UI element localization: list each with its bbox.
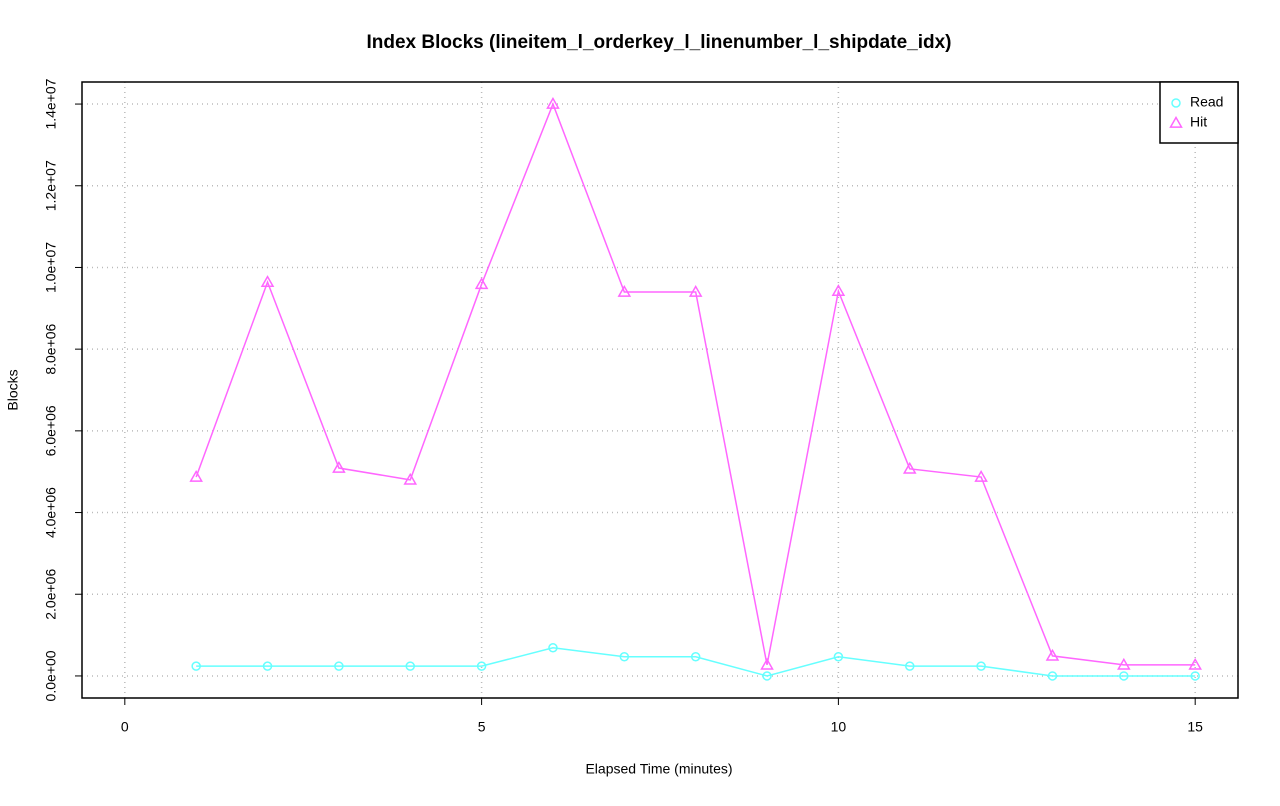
data-point (1188, 657, 1202, 670)
data-point (974, 469, 988, 482)
chart-title: Index Blocks (lineitem_l_orderkey_l_line… (367, 32, 952, 53)
data-point (191, 661, 201, 671)
data-point (403, 472, 418, 485)
y-tick-label: 6.0e+06 (43, 405, 59, 456)
y-tick-label: 1.2e+07 (43, 160, 59, 211)
data-point (1119, 671, 1129, 681)
legend-box (1159, 81, 1239, 144)
x-tick-label: 15 (1187, 719, 1203, 735)
data-point (1117, 657, 1131, 670)
legend-label: Read (1190, 94, 1223, 110)
legend-label: Hit (1190, 114, 1207, 130)
data-point (1190, 671, 1200, 681)
y-tick-label: 1.0e+07 (43, 242, 59, 293)
data-point (474, 277, 489, 290)
x-tick-label: 5 (478, 719, 486, 735)
data-point (976, 661, 986, 671)
data-point (760, 657, 774, 670)
y-tick-label: 8.0e+06 (43, 323, 59, 374)
series-line (196, 646, 1196, 677)
data-point (831, 284, 846, 297)
x-axis-label: Elapsed Time (minutes) (585, 761, 732, 777)
data-point (688, 284, 703, 297)
y-axis-label: Blocks (5, 369, 21, 410)
data-point (262, 661, 273, 671)
x-tick-label: 0 (121, 719, 129, 735)
data-point (546, 97, 560, 109)
data-point (189, 469, 203, 482)
data-point (334, 661, 344, 671)
data-point (1047, 671, 1058, 681)
data-point (548, 643, 558, 653)
y-tick-label: 2.0e+06 (43, 569, 59, 620)
data-point (902, 461, 917, 474)
y-tick-label: 4.0e+06 (43, 487, 59, 538)
data-point (405, 661, 415, 671)
legend-marker (1171, 98, 1181, 108)
data-point (1045, 648, 1060, 661)
data-point (905, 661, 915, 671)
y-tick-label: 0.0e+00 (43, 650, 59, 701)
series-line (195, 101, 1196, 666)
x-tick-label: 10 (831, 719, 847, 735)
data-point (476, 661, 487, 671)
data-point (762, 671, 772, 681)
data-point (690, 651, 701, 662)
data-point (332, 461, 346, 473)
data-point (833, 651, 844, 662)
data-point (619, 651, 630, 662)
y-tick-label: 1.4e+07 (43, 78, 59, 129)
plot-frame (81, 81, 1239, 699)
data-point (260, 275, 275, 288)
data-point (617, 284, 632, 297)
legend-marker (1169, 115, 1183, 128)
